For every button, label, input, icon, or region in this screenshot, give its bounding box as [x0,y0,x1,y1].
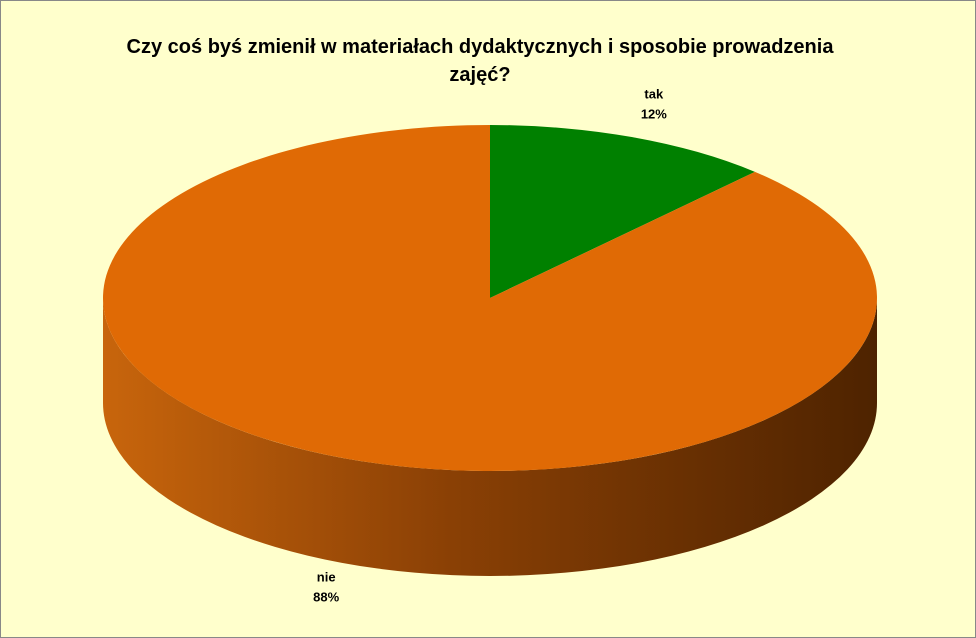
slice-side [103,298,877,576]
chart-title: Czy coś byś zmienił w materiałach dydakt… [126,36,834,86]
slice [103,125,878,471]
data-label-value: 88% [313,589,339,604]
data-label-value: 12% [641,106,667,121]
data-label-name: tak [644,86,664,101]
slice [490,125,755,298]
data-label-name: nie [317,569,336,584]
